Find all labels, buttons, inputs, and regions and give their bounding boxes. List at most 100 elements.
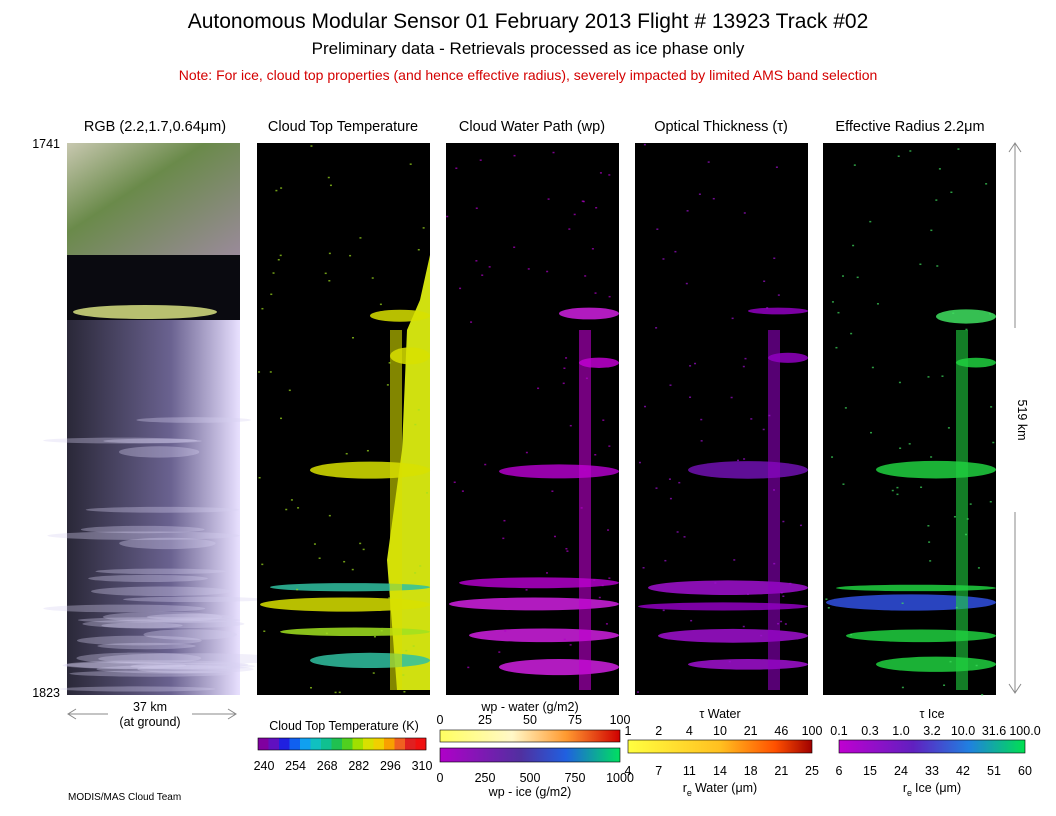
cloud-streak [119, 537, 216, 550]
colorbar-tick-label: 6 [836, 764, 843, 778]
label: Ice (μm) [915, 781, 961, 795]
cloud-streak [449, 597, 619, 611]
colorbar-tick-label: 50 [523, 713, 537, 727]
colorbar-tick-label: 33 [925, 764, 939, 778]
speckle [773, 489, 776, 491]
speckle [279, 254, 282, 257]
speckle [362, 548, 365, 551]
speckle [584, 469, 587, 472]
speckle [479, 159, 482, 161]
cloud-streak [876, 460, 996, 479]
speckle [712, 197, 715, 200]
speckle [901, 602, 904, 605]
speckle [461, 490, 464, 492]
speckle [853, 164, 856, 166]
colorbar-tick-label: 31.6 [982, 724, 1006, 738]
speckle [545, 572, 548, 574]
speckle [328, 514, 331, 517]
speckle [527, 268, 530, 270]
speckle [598, 596, 601, 599]
speckle [513, 154, 516, 157]
cloud-streak [64, 660, 249, 670]
colorbar-tick-label: 0.3 [861, 724, 878, 738]
colorbar-tick-label: 3.2 [923, 724, 940, 738]
scan-start: 1741 [32, 137, 60, 151]
colorbar [439, 747, 621, 763]
speckle [780, 592, 783, 594]
colorbar-tick-label: 100 [610, 713, 631, 727]
speckle [636, 691, 639, 693]
speckle [928, 541, 931, 543]
title: Autonomous Modular Sensor 01 February 20… [188, 10, 869, 33]
colorbar-segment [342, 738, 353, 750]
colorbar-tick-label: 0 [437, 713, 444, 727]
cloud-streak [95, 568, 226, 575]
speckle [731, 317, 734, 320]
speckle [329, 184, 332, 187]
speckle [831, 301, 834, 303]
speckle [605, 623, 608, 625]
subtitle: Preliminary data - Retrievals processed … [312, 39, 745, 58]
speckle [965, 533, 968, 536]
speckle [988, 312, 991, 315]
speckle [929, 560, 932, 562]
speckle [569, 644, 572, 646]
colorbar-segment [289, 738, 301, 750]
speckle [763, 280, 766, 283]
speckle [261, 307, 264, 310]
colorbar-tick-label: 500 [520, 771, 541, 785]
colorbar-tick-label: 0 [437, 771, 444, 785]
colorbar-segment [394, 738, 406, 750]
colorbar-segment [310, 738, 322, 750]
cloud-streak [123, 596, 265, 603]
colorbar-tick-label: 21 [744, 724, 758, 738]
speckle [856, 276, 859, 279]
speckle [773, 257, 776, 260]
cloud-streak [846, 629, 996, 643]
speckle [678, 481, 681, 484]
colorbar-tick-label: 0.1 [830, 724, 847, 738]
cloud-streak [137, 664, 232, 674]
colorbar-segment [352, 738, 364, 750]
speckle [525, 451, 528, 454]
colorbar-tick-label: 310 [412, 759, 433, 773]
footer: MODIS/MAS Cloud Team [68, 792, 181, 803]
label: Water (μm) [695, 781, 757, 795]
speckle [379, 303, 382, 306]
retrieval-image [823, 143, 996, 695]
subscript: e [687, 788, 692, 798]
speckle [977, 567, 980, 569]
speckle [837, 311, 840, 314]
speckle [989, 501, 992, 503]
colorbar-tick-label: 2 [655, 724, 662, 738]
speckle [324, 272, 327, 275]
speckle [656, 228, 659, 230]
swath-arrow [67, 708, 237, 720]
speckle [351, 568, 354, 571]
speckle [349, 254, 352, 257]
cloud-streak [459, 577, 619, 589]
speckle [949, 660, 952, 663]
swath-note: (at ground) [119, 715, 180, 729]
cloud-streak [82, 619, 245, 629]
speckle [730, 396, 733, 399]
speckle [985, 183, 988, 185]
speckle [908, 443, 911, 445]
speckle [952, 312, 955, 314]
speckle [502, 537, 505, 540]
panel-title: RGB (2.2,1.7,0.64μm) [84, 119, 226, 135]
cloud-streak [658, 628, 808, 643]
speckle [777, 622, 780, 625]
colorbar-title: re Water (μm) [683, 781, 757, 798]
speckle [689, 365, 692, 367]
speckle [573, 213, 576, 216]
speckle [655, 327, 658, 329]
colorbar-tick-label: 750 [565, 771, 586, 785]
cloud-streak [748, 307, 808, 315]
speckle [498, 651, 501, 653]
speckle [359, 542, 362, 545]
colorbar-tick-label: 1 [625, 724, 632, 738]
speckle [852, 244, 855, 247]
colorbar-tick-label: 60 [1018, 764, 1032, 778]
cloud-streak [143, 629, 237, 640]
